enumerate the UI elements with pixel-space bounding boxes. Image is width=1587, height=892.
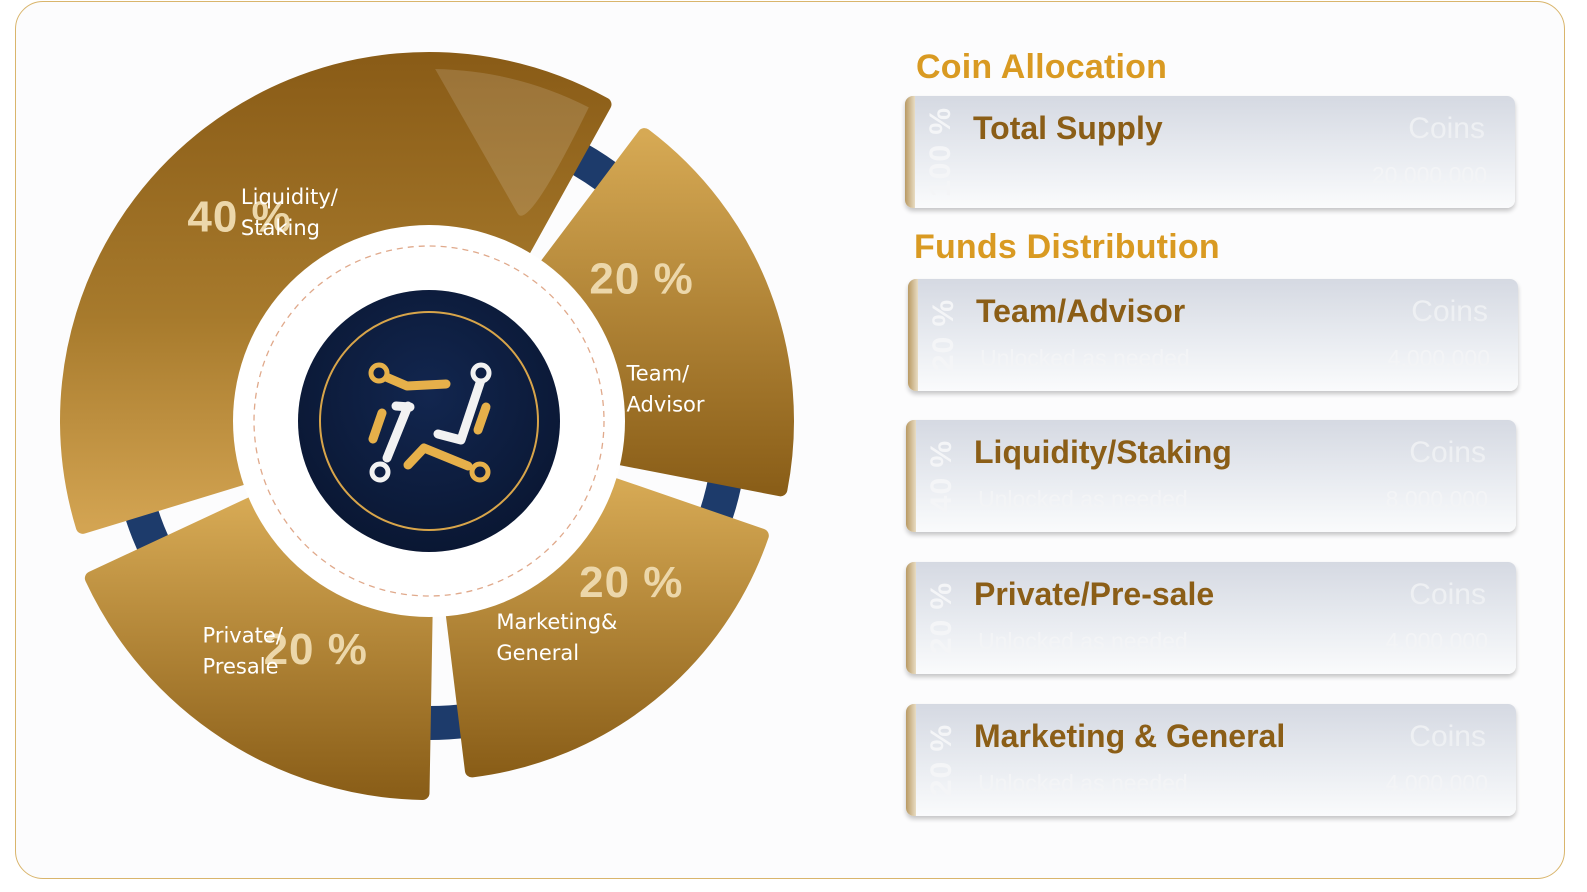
center-badge — [298, 290, 560, 552]
fund-card-marketing-general: 20 % Marketing & General Unlocked as nee… — [906, 704, 1516, 816]
fund-card-coins-label: Coins — [1411, 295, 1488, 328]
fund-card-title: Team/Advisor — [976, 293, 1186, 329]
slice-percent-label: 40 % — [187, 192, 291, 241]
fund-card-coins-label: Coins — [1409, 720, 1486, 753]
slice-percent-label: 20 % — [579, 558, 683, 607]
fund-card-percent: 20 % — [925, 723, 959, 797]
fund-card-title: Private/Pre-sale — [974, 576, 1215, 612]
fund-card-percent: 20 % — [925, 581, 959, 655]
fund-card-amount: 4,000,000 — [1387, 345, 1490, 371]
fund-card-liquidity-staking: 40 % Liquidity/Staking Unlocked as neede… — [906, 420, 1516, 532]
fund-card-percent: 40 % — [925, 439, 959, 513]
fund-card-private-presale: 20 % Private/Pre-sale Unlocked as needed… — [906, 562, 1516, 674]
total-supply-card: 100 % Total Supply Coins 20,000,000 — [905, 96, 1515, 208]
fund-card-title: Liquidity/Staking — [974, 434, 1232, 470]
fund-card-team-advisor: 20 % Team/Advisor Unlocked as needed Coi… — [908, 279, 1518, 391]
labels-layer: 40 %Liquidity/Staking 20 % Team/Advisor 20 … — [187, 185, 705, 678]
fund-card-amount: 4,000,000 — [1385, 628, 1488, 654]
fund-card-subtitle: Unlocked as needed — [980, 345, 1190, 371]
fund-card-amount: 8,000,000 — [1385, 486, 1488, 512]
slice-category-label: Marketing& General — [496, 610, 617, 665]
slice-category-label: Private/Presale — [203, 623, 284, 678]
circuit-logo-icon — [368, 362, 492, 483]
fund-card-amount: 4,000,000 — [1385, 770, 1488, 796]
fund-card-coins-label: Coins — [1409, 436, 1486, 469]
total-supply-title: Total Supply — [973, 110, 1163, 146]
funds-distribution-title: Funds Distribution — [914, 228, 1220, 266]
fund-card-coins-label: Coins — [1409, 578, 1486, 611]
total-supply-percent: 100 % — [924, 106, 958, 198]
allocation-donut-chart: 40 %Liquidity/Staking 20 % Team/Advisor 20 … — [60, 52, 794, 800]
fund-card-subtitle: Unlocked as needed — [978, 628, 1188, 654]
segment-sheen — [435, 69, 589, 216]
slice-percent-label: 20 % — [264, 625, 368, 674]
fund-card-title: Marketing & General — [974, 718, 1286, 754]
fund-card-subtitle: Unlocked as needed — [978, 486, 1188, 512]
fund-card-percent: 20 % — [927, 298, 961, 372]
slice-category-label: Liquidity/Staking — [241, 185, 339, 240]
coin-allocation-title: Coin Allocation — [916, 48, 1168, 86]
dashed-ring — [253, 245, 605, 597]
center-badge-ring — [319, 311, 539, 531]
slice-percent-label: 20 % — [589, 254, 693, 303]
total-supply-coins-label: Coins — [1408, 112, 1485, 145]
total-supply-amount: 20,000,000 — [1371, 162, 1487, 188]
slice-category-label: Team/Advisor — [626, 361, 705, 416]
fund-card-subtitle: Unlocked as needed — [978, 770, 1188, 796]
